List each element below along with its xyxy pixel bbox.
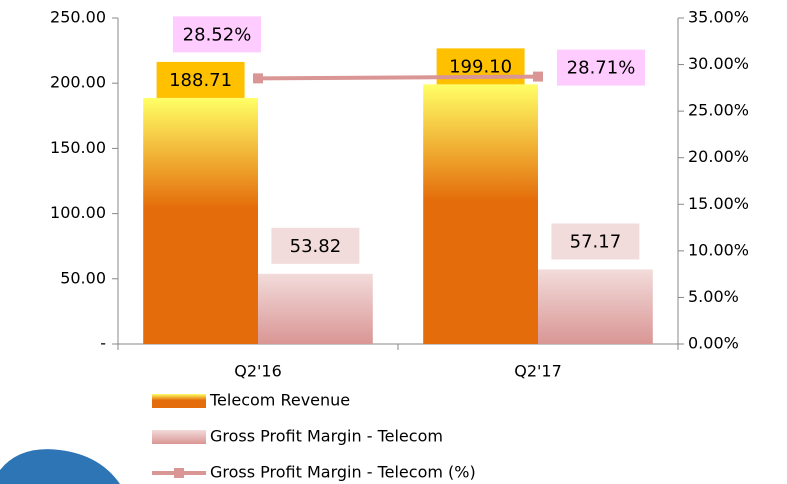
legend-label: Gross Profit Margin - Telecom (%) (210, 463, 476, 482)
y2-tick-label: 15.00% (688, 194, 749, 213)
x-tick-label: Q2'17 (514, 362, 562, 381)
data-label: 28.52% (183, 24, 252, 45)
y2-tick-label: 25.00% (688, 101, 749, 120)
y2-tick-label: 20.00% (688, 147, 749, 166)
data-label: 188.71 (169, 70, 232, 91)
data-label: 199.10 (449, 56, 512, 77)
bar (423, 84, 538, 344)
y2-tick-label: 10.00% (688, 240, 749, 259)
y-tick-label: - (100, 334, 106, 353)
data-label: 53.82 (290, 236, 342, 257)
y-tick-label: 50.00 (60, 268, 106, 287)
x-tick-label: Q2'16 (234, 362, 282, 381)
y2-tick-label: 30.00% (688, 54, 749, 73)
legend-label: Telecom Revenue (209, 391, 350, 410)
bar (258, 274, 373, 344)
y-tick-label: 150.00 (50, 138, 106, 157)
y-tick-label: 200.00 (50, 73, 106, 92)
decoration (0, 449, 120, 484)
line-marker (253, 73, 263, 83)
data-label: 57.17 (570, 231, 622, 252)
y-tick-label: 100.00 (50, 203, 106, 222)
y2-tick-label: 0.00% (688, 334, 739, 353)
line (258, 77, 538, 79)
bar (538, 269, 653, 344)
line-marker (533, 72, 543, 82)
y2-tick-label: 5.00% (688, 287, 739, 306)
legend-swatch (152, 394, 206, 408)
legend-swatch (152, 430, 206, 444)
legend-swatch (174, 468, 184, 478)
chart: - 50.00 100.00 150.00 200.00 250.00 0.00% 5.00%… (0, 0, 787, 484)
bar (143, 98, 258, 344)
y2-tick-label: 35.00% (688, 8, 749, 27)
data-label: 28.71% (567, 58, 636, 79)
legend-label: Gross Profit Margin - Telecom (210, 427, 443, 446)
y-tick-label: 250.00 (50, 8, 106, 27)
